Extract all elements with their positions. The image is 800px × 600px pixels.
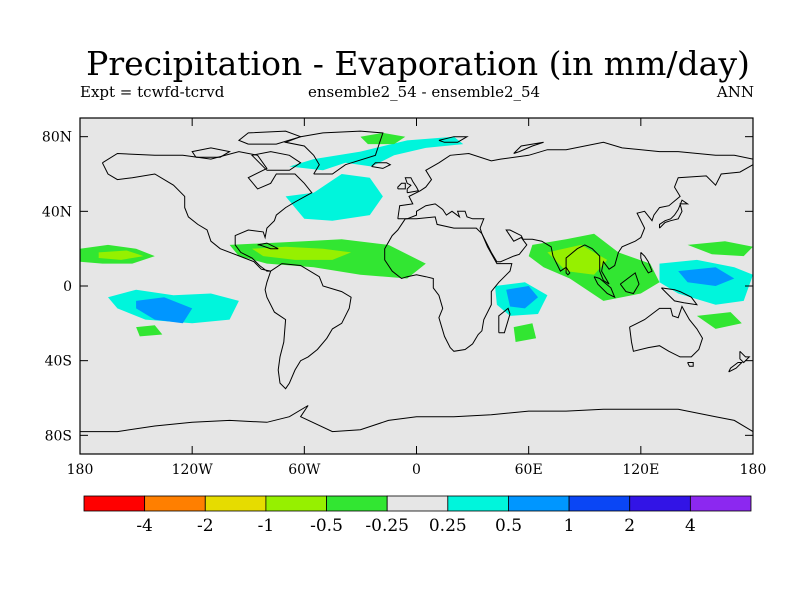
colorbar-label: -0.25 — [365, 516, 409, 536]
coastline-antarctica — [80, 405, 753, 433]
coastline-south-america — [264, 263, 352, 390]
coastline-new-zealand-north — [739, 350, 751, 364]
coastline-victoria-island — [191, 147, 231, 158]
colorbar-swatch — [386, 495, 449, 512]
colorbar-label: -4 — [136, 516, 153, 536]
colorbar-swatch — [326, 495, 388, 512]
coastline-svalbard — [438, 136, 469, 143]
colorbar-label: 4 — [685, 516, 696, 536]
contour-region-coral-sea-dry — [696, 312, 742, 329]
x-tick-label: 120E — [622, 462, 659, 478]
coastline-ireland — [397, 182, 406, 190]
coastline-japan — [659, 199, 690, 229]
colorbar-swatch — [568, 495, 631, 512]
y-tick-label: 40S — [45, 354, 72, 370]
contour-region-east-pacific-core — [98, 250, 144, 260]
colorbar-swatch — [204, 495, 267, 512]
coastline-eurasia — [397, 141, 753, 285]
coastline-layer — [80, 130, 753, 433]
coastline-new-guinea — [661, 287, 699, 306]
colorbar-label: 0.25 — [429, 516, 467, 536]
coastline-africa — [384, 216, 513, 352]
coastline-greenland — [283, 130, 384, 175]
contour-region-north-pacific-dry — [687, 241, 753, 257]
coastline-borneo — [619, 272, 640, 295]
coastline-novaya-zemlya — [513, 141, 544, 154]
coastline-cuba — [257, 242, 279, 250]
y-tick-label: 80S — [45, 428, 72, 444]
coastline-madagascar — [498, 307, 511, 334]
colorbar-label: -1 — [258, 516, 275, 536]
x-tick-label: 60E — [515, 462, 543, 478]
colorbar-swatch — [629, 495, 691, 512]
contour-region-maritime-continent-core — [547, 244, 608, 275]
ensemble-label: ensemble2_54 - ensemble2_54 — [308, 83, 541, 101]
contour-region-tropical-atlantic-core — [252, 246, 352, 260]
x-tick-label: 0 — [412, 462, 421, 478]
x-tick-label: 180 — [67, 462, 94, 478]
axis-ticks: 180 120W 60W 0 60E 120E 180 80N 40N 0 40S 80S — [42, 118, 766, 478]
y-tick-label: 80N — [42, 130, 72, 146]
colorbar-swatch — [689, 495, 752, 512]
contour-region-west-pacific-core — [678, 267, 735, 286]
contour-region-south-pacific-dry — [136, 325, 163, 337]
colorbar-label: 1 — [564, 516, 575, 536]
coastline-sumatra — [593, 276, 616, 299]
colorbar-label: 2 — [624, 516, 635, 536]
coastline-sri-lanka — [565, 267, 571, 276]
colorbar-swatch — [447, 495, 509, 512]
coastline-new-zealand-south — [728, 362, 744, 373]
colorbar-label: -0.5 — [310, 516, 343, 536]
coastline-ellesmere-island — [237, 130, 303, 145]
contour-region-south-pacific-core — [136, 297, 193, 324]
experiment-label: Expt = tcwfd-tcrvd — [80, 83, 225, 101]
y-tick-label: 40N — [42, 204, 72, 220]
colorbar: -4 -2 -1 -0.5 -0.25 0.25 0.5 1 2 4 — [83, 495, 752, 536]
x-tick-label: 120W — [172, 462, 214, 478]
colorbar-label: 0.5 — [495, 516, 522, 536]
season-label: ANN — [716, 83, 754, 101]
contour-region-north-atlantic-midlat — [285, 174, 383, 221]
x-tick-label: 60W — [288, 462, 321, 478]
coastline-tasmania — [687, 362, 694, 367]
coastline-great-britain — [404, 177, 420, 194]
colorbar-swatch — [83, 495, 146, 512]
contour-region-south-indian-dry — [513, 323, 537, 342]
y-tick-label: 0 — [63, 279, 72, 295]
colorbar-swatch — [265, 495, 327, 512]
plot-title: Precipitation - Evaporation (in mm/day) — [86, 44, 750, 83]
contour-region-greenland-sea-patch — [360, 132, 406, 145]
colorbar-swatch — [508, 495, 570, 512]
x-tick-label: 180 — [740, 462, 767, 478]
colorbar-label: -2 — [197, 516, 214, 536]
contour-region-indian-ocean-core — [506, 286, 538, 309]
colorbar-swatch — [144, 495, 206, 512]
coastline-iceland — [371, 162, 392, 169]
coastline-australia — [629, 305, 704, 358]
coastline-philippines — [640, 252, 653, 274]
coastline-baffin-island — [250, 151, 302, 171]
coastline-north-america — [101, 151, 313, 272]
